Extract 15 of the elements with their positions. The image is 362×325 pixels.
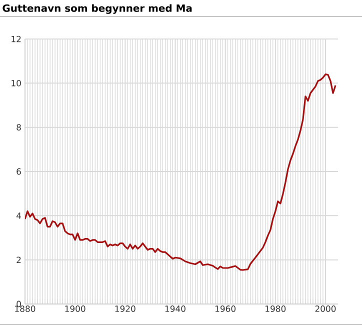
- chart-title: Guttenavn som begynner med Ma: [2, 4, 192, 14]
- x-tick-label: 1980: [266, 306, 286, 312]
- x-tick-label: 1880: [15, 306, 36, 312]
- y-tick-label: 12: [12, 36, 21, 42]
- y-tick-label: 2: [16, 256, 21, 263]
- y-tick-label: 8: [16, 124, 21, 131]
- x-tick-label: 1900: [65, 306, 86, 312]
- y-tick-label: 10: [12, 80, 21, 86]
- x-tick-label: 1920: [115, 306, 136, 312]
- x-tick-label: 1940: [165, 306, 186, 312]
- x-tick-label: 1960: [215, 306, 236, 312]
- y-tick-label: 6: [16, 168, 21, 175]
- y-tick-label: 0: [16, 300, 21, 308]
- y-tick-label: 4: [16, 212, 21, 219]
- x-tick-label: 2000: [315, 306, 336, 312]
